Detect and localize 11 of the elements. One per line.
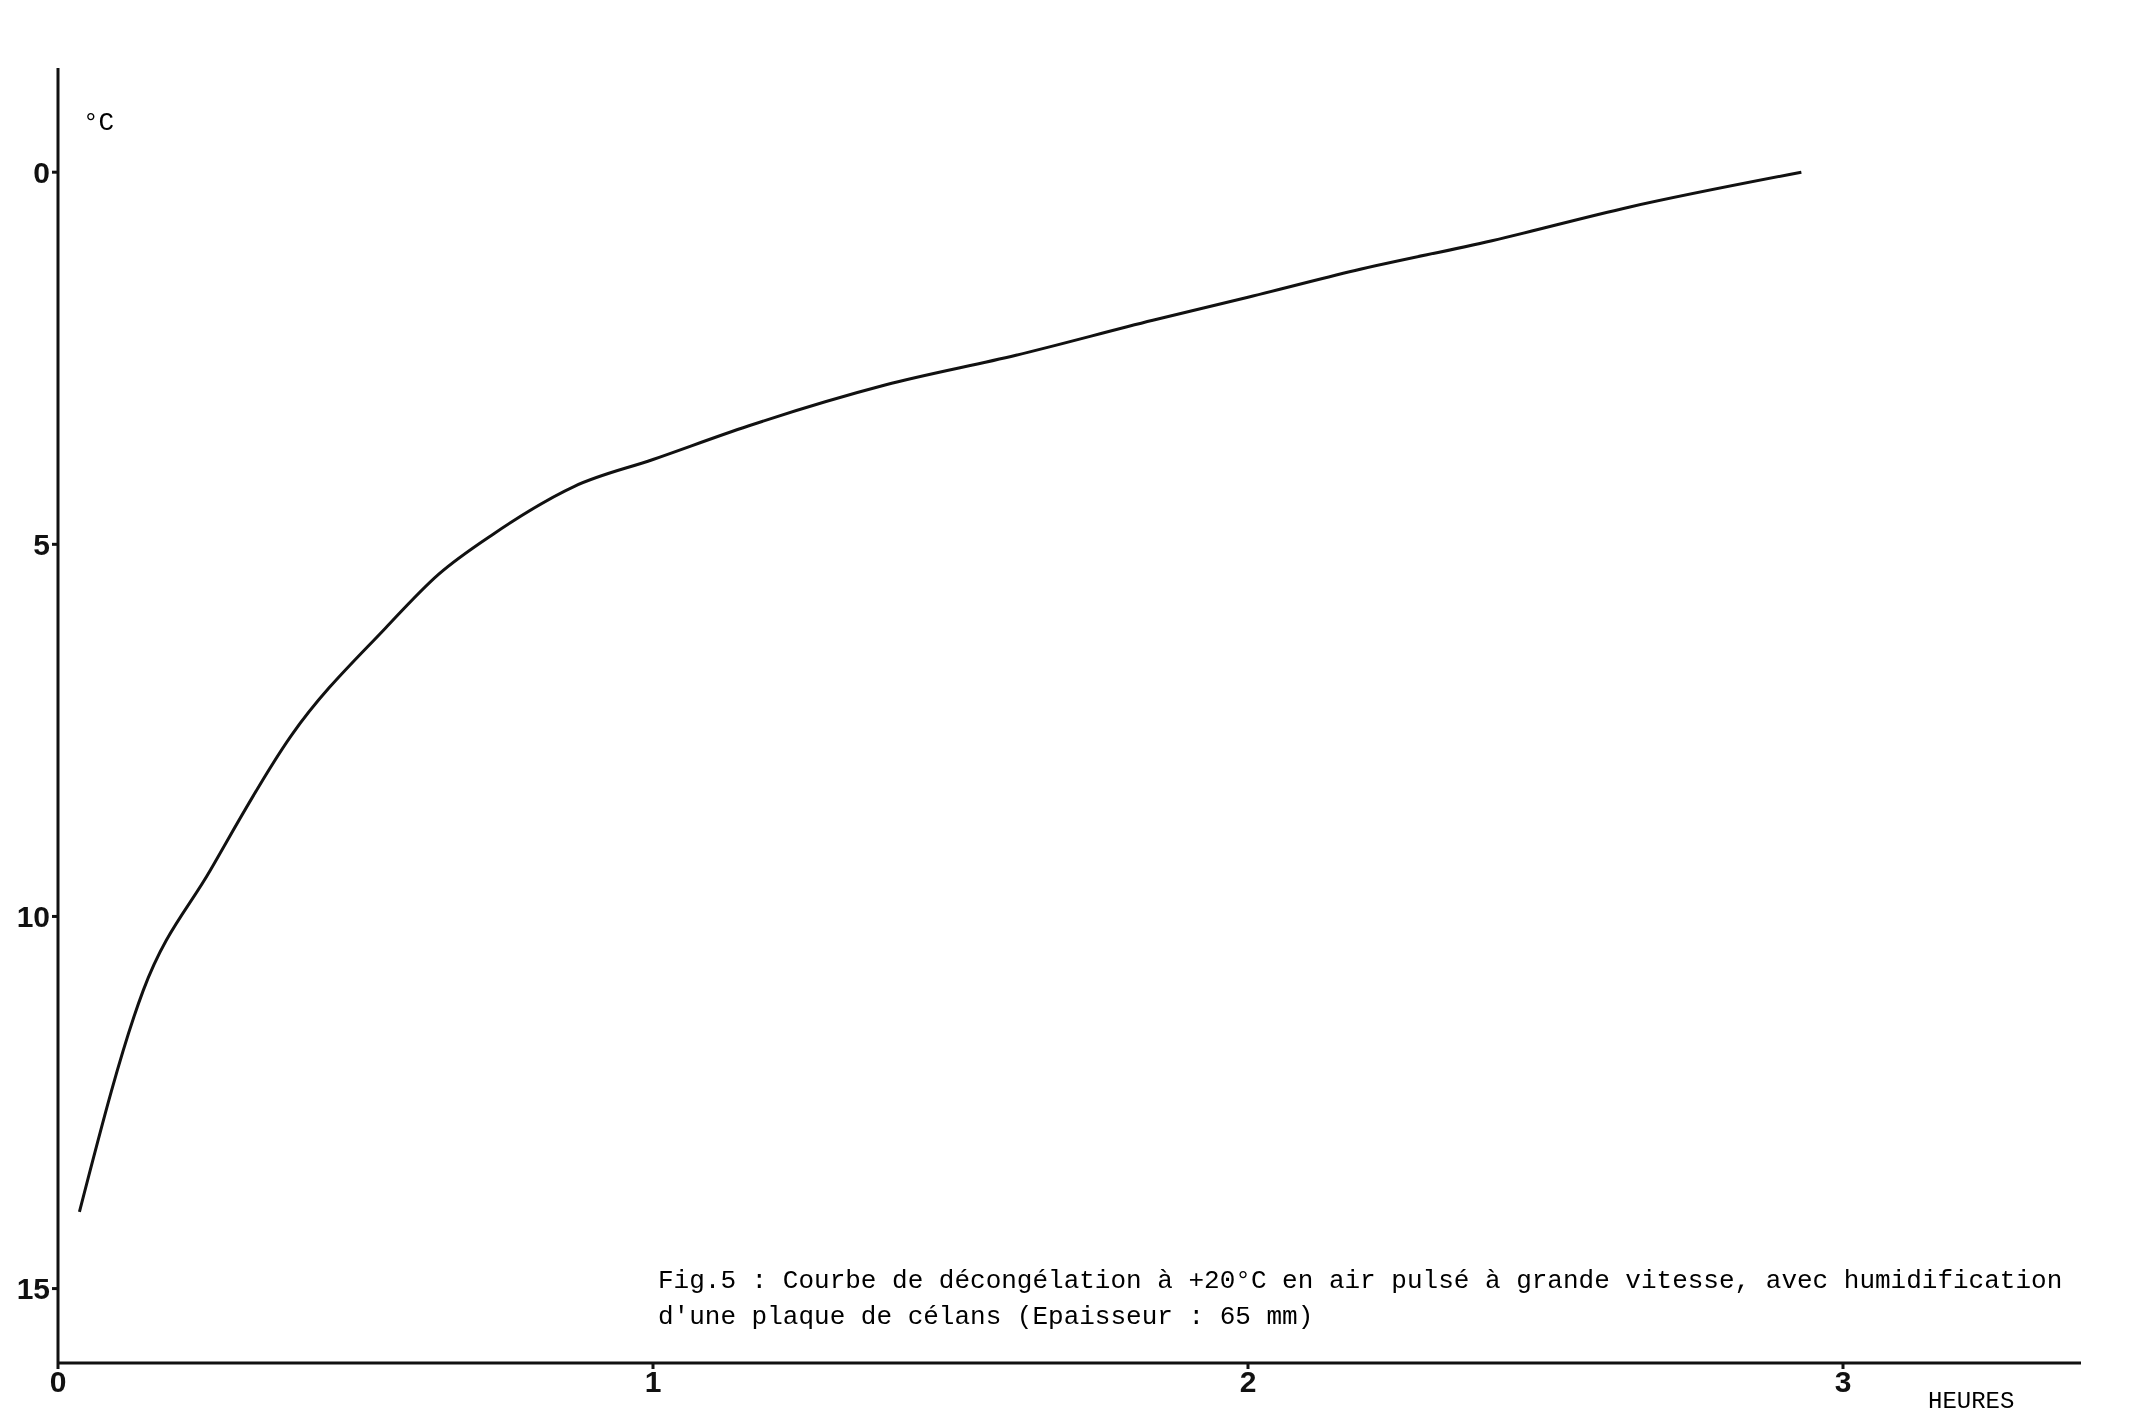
y-axis-title: °C xyxy=(83,108,115,138)
y-tick-label: 5 xyxy=(33,527,50,561)
x-tick-label: 3 xyxy=(1834,1365,1852,1399)
line-series xyxy=(77,170,1803,1214)
y-tick-label: 10 xyxy=(16,900,50,934)
x-axis-title: HEURES xyxy=(1928,1388,2015,1415)
y-tick-label: 15 xyxy=(16,1272,50,1306)
x-tick-label: 1 xyxy=(644,1365,662,1399)
y-tick-label: 0 xyxy=(33,155,50,189)
annotation: Fig.5 : Courbe de décongélation à +20°C en air pulsé à grande vitesse, avec humidification d'une plaque de célans (Epaisseur : 65 mm) xyxy=(658,1265,2064,1334)
x-tick-label: 2 xyxy=(1239,1365,1257,1399)
